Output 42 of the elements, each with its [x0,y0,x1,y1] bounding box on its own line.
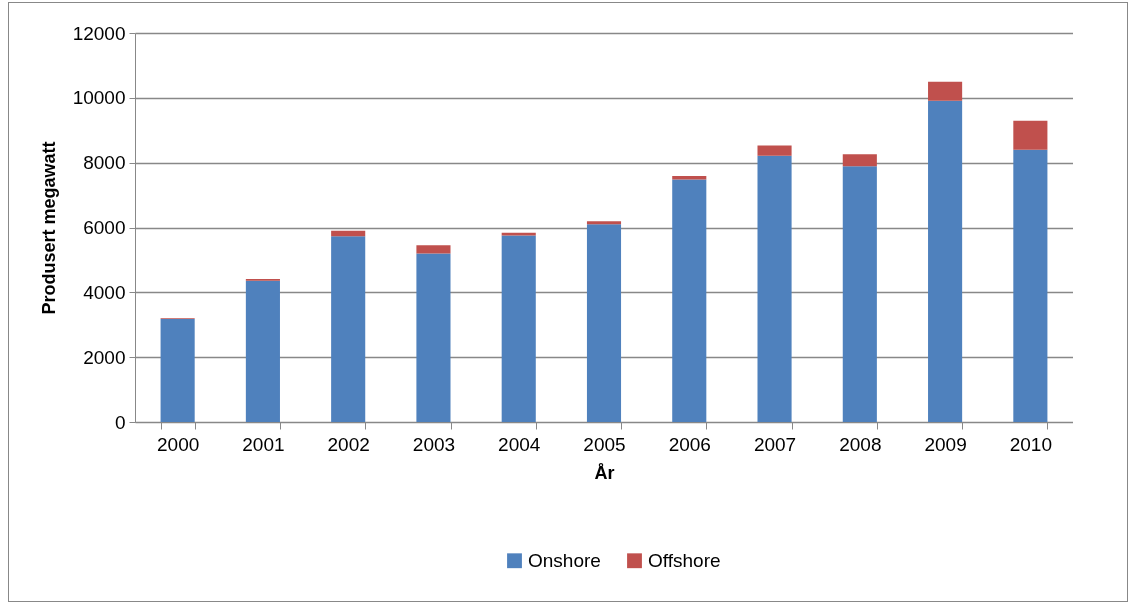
x-tick-label: 2005 [583,433,626,455]
y-tick-label: 8000 [83,152,126,174]
x-tick-label: 2002 [327,433,370,455]
x-tick-label: 2008 [839,433,882,455]
legend-label: Offshore [648,549,721,571]
y-axis-title: Produsert megawatt [38,141,59,315]
y-tick-label: 0 [114,411,126,433]
x-tick-label: 2010 [1009,433,1052,455]
x-tick-label: 2001 [242,433,285,455]
bar [501,232,536,236]
bar [842,154,877,167]
bar [586,224,622,422]
bar [672,179,707,422]
y-tick-label: 6000 [83,217,126,238]
x-tick-label: 2000 [157,433,200,455]
bar [160,318,195,422]
bar [245,280,280,422]
x-tick-label: 2006 [668,433,711,455]
bar [928,100,963,422]
bar [586,221,622,225]
x-axis-title: År [594,462,615,483]
bar [331,230,366,237]
x-tick-label: 2004 [498,433,541,455]
bar [416,253,451,422]
bar [416,245,451,254]
y-tick-label: 10000 [72,87,126,109]
y-tick-label: 2000 [83,346,126,368]
x-tick-label: 2009 [924,433,967,455]
y-tick-label: 4000 [83,281,126,303]
legend-label: Onshore [528,549,601,571]
bar [501,235,536,422]
bar [928,81,963,101]
bar [842,166,877,422]
bar [757,145,792,156]
x-tick-label: 2007 [753,433,797,455]
bar [331,236,366,422]
bar [757,155,792,422]
y-tick-label: 12000 [72,22,126,44]
x-tick-label: 2003 [412,433,456,455]
bar [1013,120,1048,150]
bar [1013,149,1048,422]
bar [672,175,707,180]
